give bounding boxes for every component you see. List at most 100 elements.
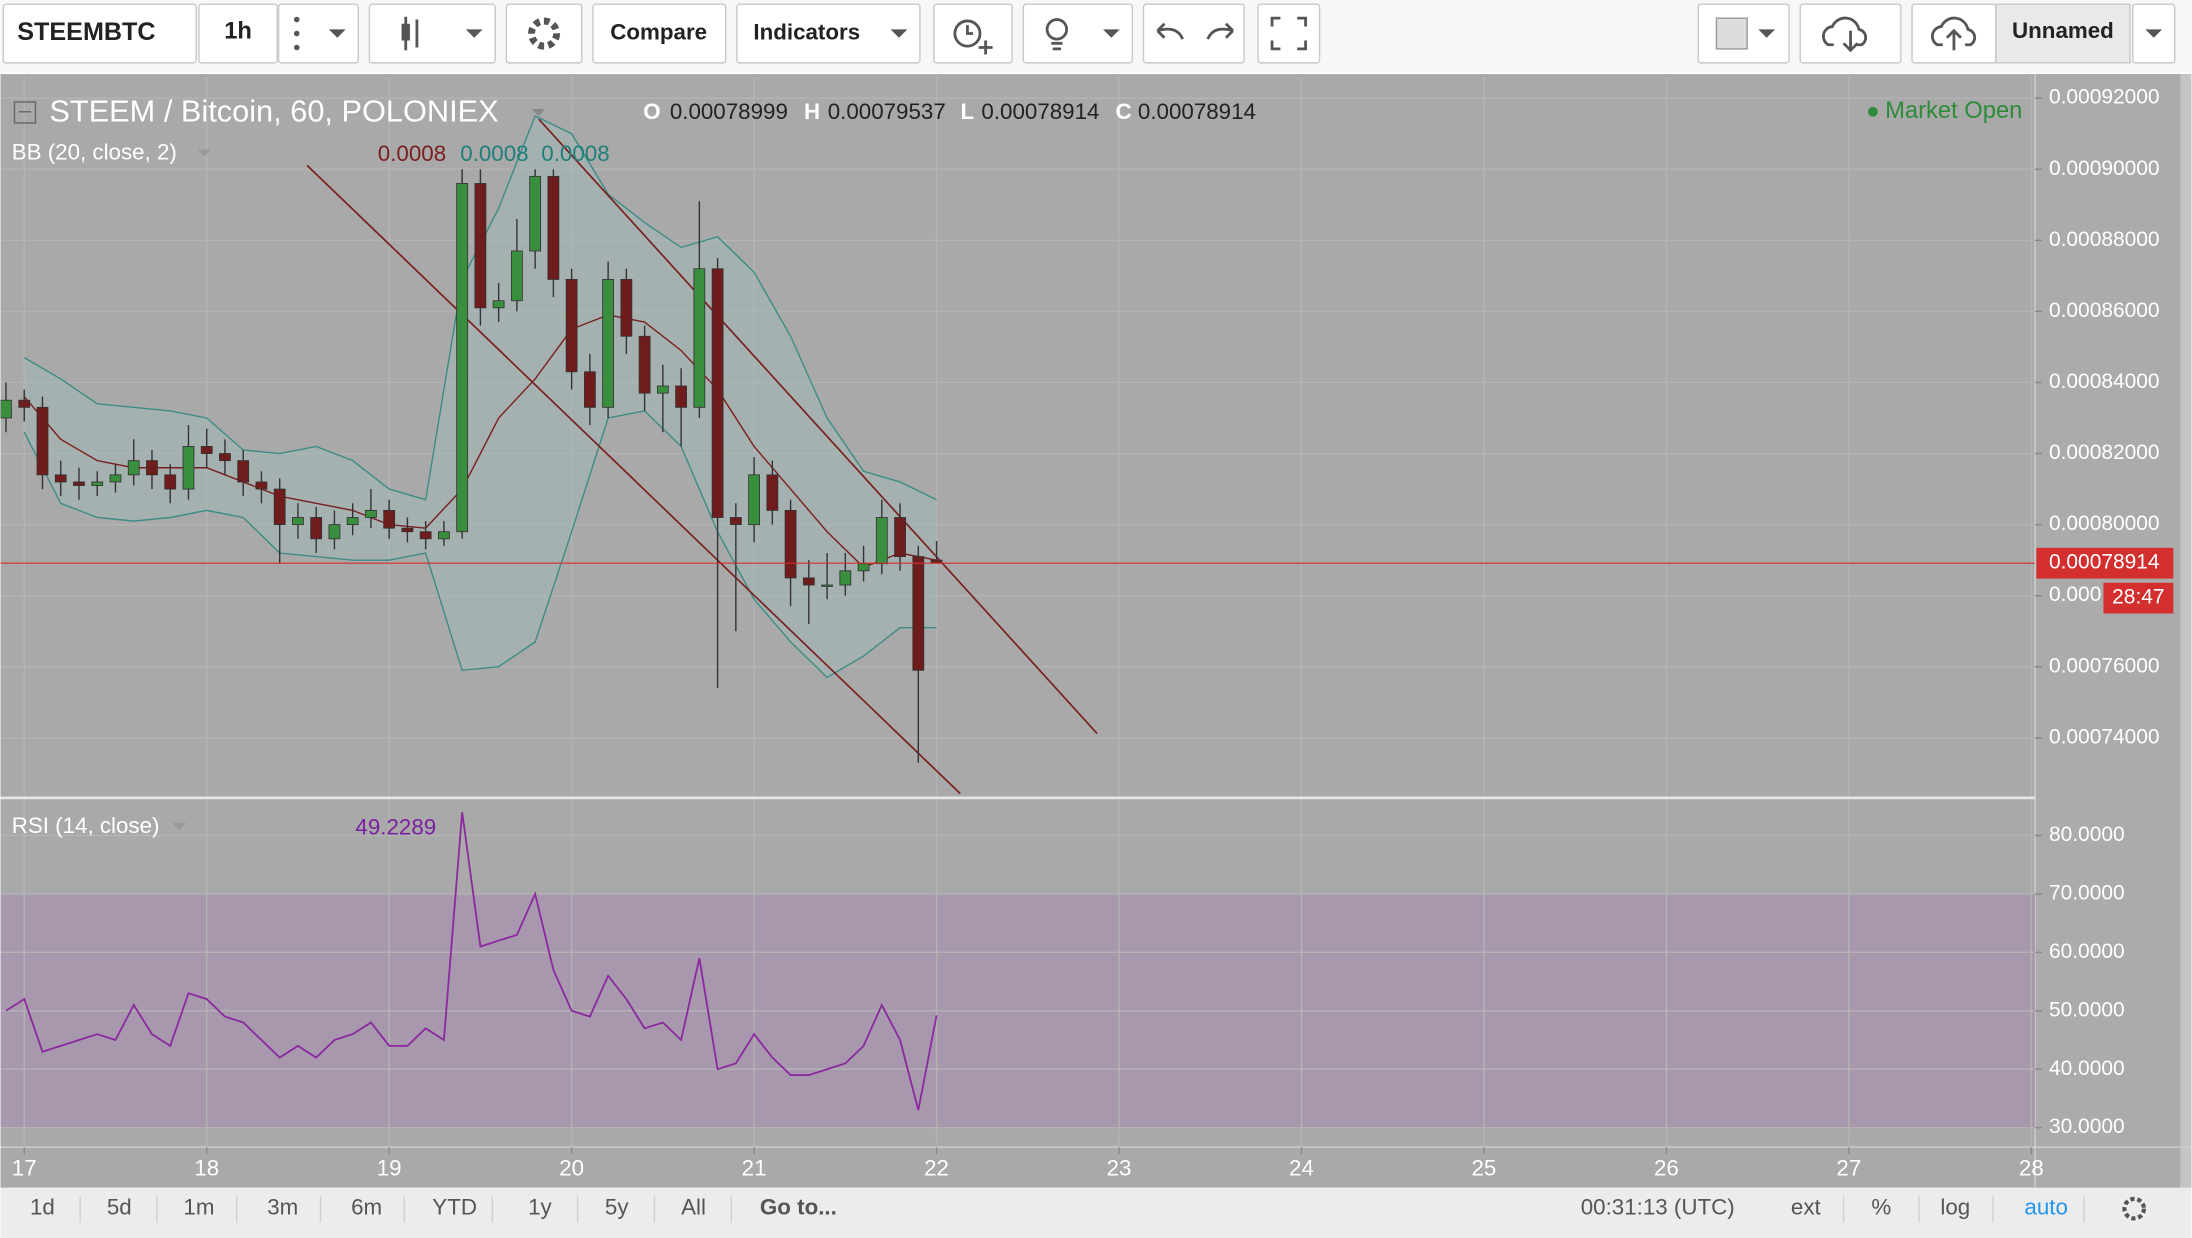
ohlc-value: 0.00079537 <box>828 99 946 124</box>
bulb-base <box>1051 41 1063 51</box>
undo-redo[interactable] <box>1142 3 1245 64</box>
candle-body <box>273 488 286 526</box>
interval-button[interactable] <box>198 3 278 64</box>
candle-body <box>529 175 542 252</box>
y-tick-label: 0.00084000 <box>2049 370 2160 393</box>
ohlc-value: 0.00078999 <box>670 99 788 124</box>
compare-label: Compare <box>610 19 707 44</box>
candle-body <box>91 481 104 486</box>
candle-body <box>109 474 122 483</box>
range-button[interactable]: 5d <box>107 1195 132 1220</box>
bb-basis <box>23 314 937 569</box>
y-tick-label: 0.00092000 <box>2049 86 2160 109</box>
candle-body <box>675 385 688 408</box>
candle-body <box>693 268 706 408</box>
caret <box>531 108 546 116</box>
price-axis-area <box>2034 74 2181 1188</box>
candle-body <box>894 517 906 558</box>
y-tick-label: 70.0000 <box>2049 881 2125 904</box>
range-button[interactable]: 1y <box>528 1195 552 1220</box>
interval-menu[interactable] <box>277 3 359 64</box>
countdown-box <box>2103 582 2174 614</box>
gear-icon <box>528 17 561 50</box>
candle-body <box>821 584 833 587</box>
market-status: Market Open <box>1885 97 2022 124</box>
plots: 0.00074000 0.00076000 0.000 0.00080000 0.000… <box>0 76 2174 1180</box>
ohlc-value: 0.00078914 <box>981 99 1099 124</box>
bb-value: 0.0008 <box>460 141 528 166</box>
rsi-line <box>5 811 938 1111</box>
settings-button[interactable] <box>505 3 583 64</box>
bottom-bar <box>0 1187 2192 1238</box>
x-tick-label: 20 <box>559 1155 584 1180</box>
ideas-button[interactable] <box>1022 3 1134 64</box>
x-tick-label: 19 <box>377 1155 402 1180</box>
option-button[interactable]: ext <box>1791 1195 1822 1220</box>
candle-body <box>383 509 396 529</box>
caret <box>172 823 187 830</box>
candle-body <box>310 517 323 540</box>
candle-body <box>255 481 268 490</box>
chart-style-button[interactable] <box>368 3 496 64</box>
range-buttons: 1d 5d 1m 3m 6m YTD 1y 5y All ext% log auto <box>30 1195 2085 1223</box>
ohlc-letter: O <box>643 99 660 124</box>
y-tick-label: 0.00090000 <box>2049 157 2160 180</box>
range-button[interactable]: All <box>681 1195 706 1220</box>
fullscreen-button[interactable] <box>1257 3 1321 64</box>
status-dot <box>1868 106 1878 117</box>
cloud-down-icon <box>1821 16 1868 53</box>
range-button[interactable]: 1d <box>30 1195 55 1220</box>
layout-name-box[interactable] <box>1995 3 2131 64</box>
collapse-box[interactable] <box>13 101 37 124</box>
candle-body <box>419 531 432 540</box>
last-price-box <box>2036 547 2174 579</box>
cloud-up-icon <box>1930 16 1977 51</box>
option-button[interactable]: log <box>1940 1195 1970 1220</box>
range-button[interactable]: YTD <box>432 1195 477 1220</box>
y-tick-label: 60.0000 <box>2049 940 2125 963</box>
candle-body <box>748 474 760 526</box>
candle-body <box>365 509 377 518</box>
symbol-box[interactable] <box>2 3 197 64</box>
x-tick-label: 22 <box>924 1155 949 1180</box>
candle-body <box>36 406 49 476</box>
candle-body <box>328 524 341 540</box>
goto-button[interactable]: Go to... <box>760 1195 837 1220</box>
candle-body <box>766 474 779 511</box>
indicators-button[interactable] <box>736 3 921 64</box>
settings-gear[interactable] <box>2122 1196 2147 1221</box>
range-button[interactable]: 5y <box>605 1195 629 1220</box>
candle-body <box>875 517 888 565</box>
y-tick-label: 0.00088000 <box>2049 228 2160 251</box>
y-tick-label: 0.00074000 <box>2049 725 2160 748</box>
range-button[interactable]: 6m <box>351 1195 382 1220</box>
candle-body <box>638 335 651 394</box>
ohlc-value: 0.00078914 <box>1138 99 1256 124</box>
y-tick-label: 30.0000 <box>2049 1115 2125 1138</box>
candle-body <box>492 300 505 309</box>
x-tick-label: 25 <box>1472 1155 1497 1180</box>
candle-body <box>127 460 140 476</box>
candle-body <box>73 481 85 486</box>
candle-body <box>729 517 742 526</box>
candle-body <box>711 268 724 518</box>
candle-body <box>565 278 578 373</box>
candle-body <box>802 577 815 586</box>
caret <box>2145 29 2163 38</box>
compare-button[interactable] <box>592 3 727 64</box>
y-tick-label: 0.00082000 <box>2049 441 2160 464</box>
color-swatch <box>1715 17 1748 50</box>
range-button[interactable]: 1m <box>183 1195 214 1220</box>
trend-line <box>306 164 961 795</box>
caret <box>465 29 483 38</box>
y-tick-label: 80.0000 <box>2049 823 2125 846</box>
range-button[interactable]: 3m <box>267 1195 298 1220</box>
candle-body <box>401 527 414 533</box>
bb-legend: BB (20, close, 2) <box>12 140 177 165</box>
y-tick-label: 50.0000 <box>2049 998 2125 1021</box>
interval: 1h <box>224 17 252 44</box>
option-button[interactable]: % <box>1871 1195 1891 1220</box>
x-tick-label: 27 <box>1836 1155 1861 1180</box>
option-button[interactable]: auto <box>2024 1195 2068 1220</box>
